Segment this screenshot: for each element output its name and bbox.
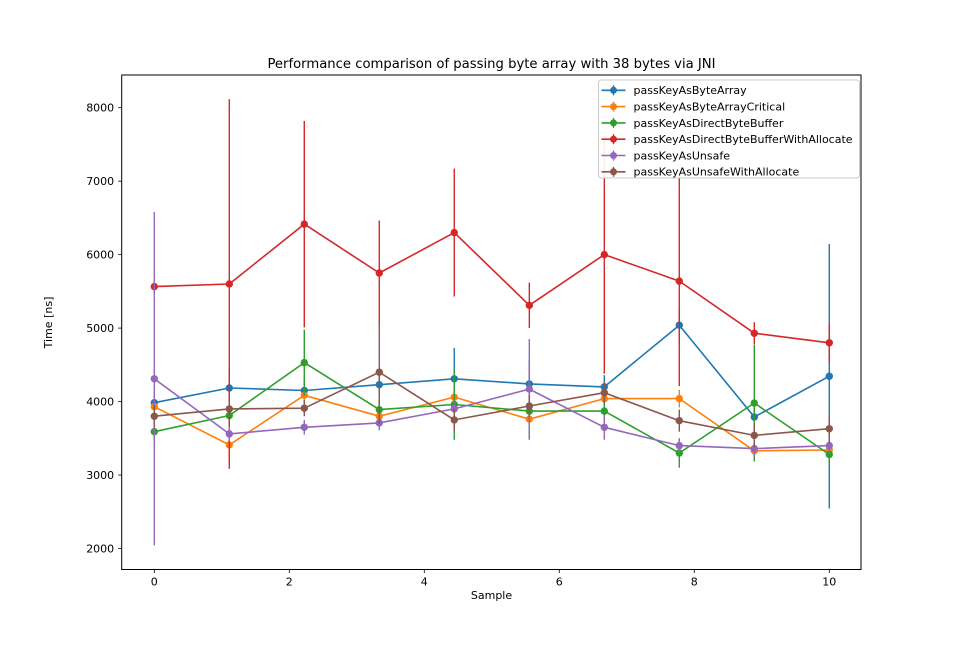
data-point xyxy=(600,250,609,259)
legend-item-passKeyAsDirectByteBuffer: passKeyAsDirectByteBuffer xyxy=(601,117,784,130)
x-tick-label: 10 xyxy=(822,576,836,589)
data-point xyxy=(825,339,833,347)
legend-label: passKeyAsDirectByteBufferWithAllocate xyxy=(634,133,853,146)
series-passKeyAsUnsafeWithAllocate xyxy=(150,320,833,448)
data-point xyxy=(450,416,458,424)
data-point xyxy=(675,416,683,425)
plot-border xyxy=(121,74,862,570)
data-point xyxy=(525,385,534,393)
data-point xyxy=(675,277,683,285)
x-tick-label: 0 xyxy=(151,576,158,589)
legend-marker-glyph xyxy=(610,86,617,94)
data-point xyxy=(450,228,458,237)
data-point xyxy=(600,407,609,415)
y-tick-label: 6000 xyxy=(86,249,114,262)
data-point xyxy=(825,441,833,450)
legend-marker-glyph xyxy=(610,168,617,176)
x-axis-label: Sample xyxy=(471,589,512,602)
series-line xyxy=(153,378,831,450)
y-tick-label: 4000 xyxy=(86,395,114,408)
data-point xyxy=(750,444,758,453)
chart-title: Performance comparison of passing byte a… xyxy=(267,57,715,72)
legend: passKeyAsByteArray passKeyAsByteArrayCrit… xyxy=(598,79,860,179)
series-line xyxy=(153,371,831,437)
legend-item-passKeyAsByteArray: passKeyAsByteArray xyxy=(601,84,748,97)
legend-box xyxy=(598,79,860,179)
data-point xyxy=(600,423,609,431)
legend-label: passKeyAsUnsafeWithAllocate xyxy=(634,166,800,179)
data-point xyxy=(225,405,233,413)
series-layer xyxy=(150,99,833,546)
data-point xyxy=(825,425,833,433)
data-point xyxy=(225,280,233,288)
x-tick-label: 2 xyxy=(286,576,293,589)
data-point xyxy=(750,399,758,407)
series-passKeyAsDirectByteBufferWithAllocate xyxy=(150,99,833,469)
data-point xyxy=(750,431,758,440)
data-point xyxy=(525,301,534,310)
legend-label: passKeyAsDirectByteBuffer xyxy=(634,117,784,130)
x-tick-label: 4 xyxy=(421,576,428,589)
data-point xyxy=(300,358,308,367)
data-point xyxy=(750,329,758,337)
data-point xyxy=(300,423,308,431)
legend-marker-glyph xyxy=(610,152,617,159)
y-axis: 2000 3000 4000 5000 6000 7000 8000 xyxy=(86,102,122,555)
data-point xyxy=(150,375,159,383)
data-point xyxy=(150,412,159,420)
data-point xyxy=(375,368,383,376)
x-tick-label: 6 xyxy=(556,576,563,589)
data-point xyxy=(675,394,683,403)
data-point xyxy=(825,450,833,459)
data-point xyxy=(300,404,308,412)
legend-marker-glyph xyxy=(610,103,617,111)
data-point xyxy=(675,441,683,450)
legend-label: passKeyAsByteArrayCritical xyxy=(634,101,786,114)
series-line xyxy=(153,223,831,344)
x-tick-label: 8 xyxy=(691,576,698,589)
x-axis: 0 2 4 6 8 10 xyxy=(151,569,836,589)
data-point xyxy=(600,389,609,397)
data-point xyxy=(225,430,233,438)
legend-item-passKeyAsUnsafe: passKeyAsUnsafe xyxy=(601,149,731,162)
y-tick-label: 2000 xyxy=(86,542,114,555)
legend-item-passKeyAsUnsafeWithAllocate: passKeyAsUnsafeWithAllocate xyxy=(601,166,800,179)
y-axis-label: Time [ns] xyxy=(42,297,55,350)
legend-marker-glyph xyxy=(610,135,617,143)
y-tick-label: 7000 xyxy=(86,175,114,188)
data-point xyxy=(375,269,383,277)
legend-label: passKeyAsUnsafe xyxy=(634,149,731,162)
y-tick-label: 5000 xyxy=(86,322,114,335)
data-point xyxy=(525,402,534,410)
legend-item-passKeyAsByteArrayCritical: passKeyAsByteArrayCritical xyxy=(601,101,786,114)
legend-marker-glyph xyxy=(610,119,617,127)
data-point xyxy=(300,220,308,228)
legend-item-passKeyAsDirectByteBufferWithAllocate: passKeyAsDirectByteBufferWithAllocate xyxy=(601,133,853,146)
y-tick-label: 3000 xyxy=(86,469,114,482)
legend-label: passKeyAsByteArray xyxy=(634,84,748,97)
y-tick-label: 8000 xyxy=(86,102,114,115)
data-point xyxy=(825,372,833,380)
